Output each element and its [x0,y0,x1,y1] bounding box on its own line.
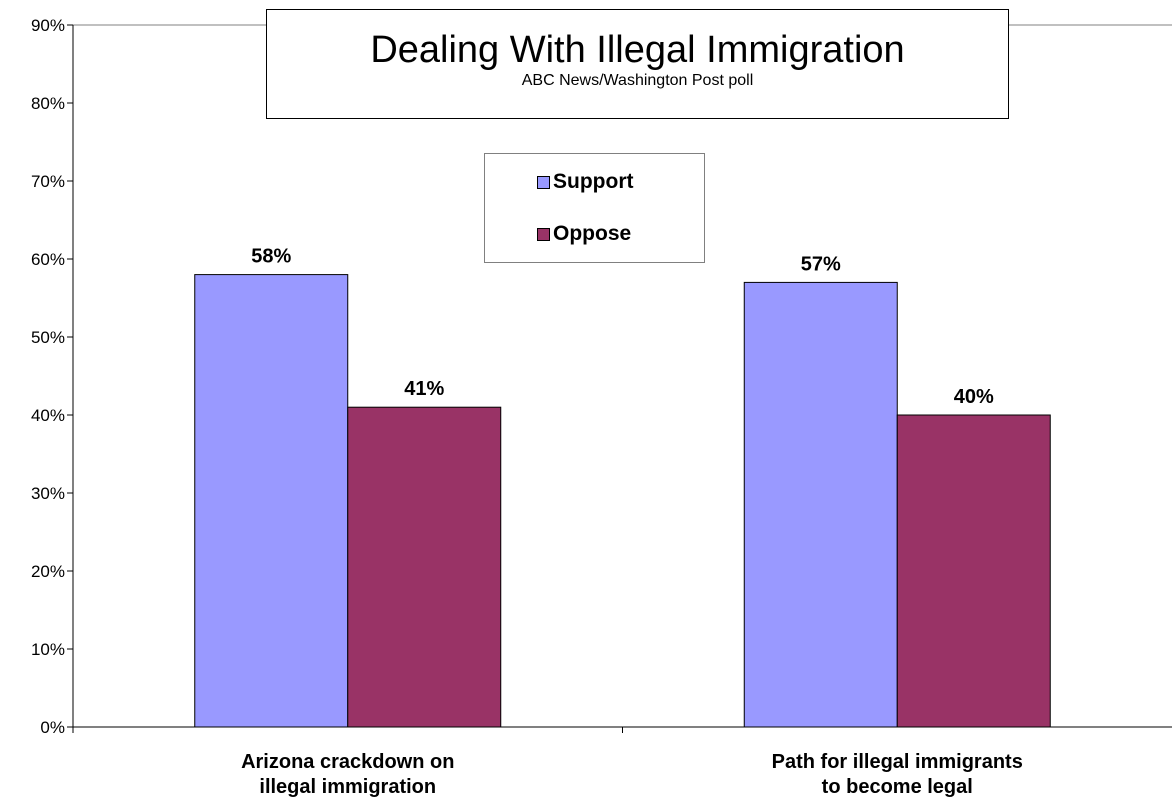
legend-swatch-oppose [537,227,550,241]
bar-oppose-1 [896,414,1051,728]
bar-support-0 [194,274,349,728]
x-category-label: Arizona crackdown on [241,751,454,773]
data-label-oppose-1: 40% [954,386,994,408]
x-category-label: illegal immigration [259,776,436,798]
y-tick-label: 60% [31,250,65,269]
y-tick-label: 90% [31,16,65,35]
data-label-support-1: 57% [801,253,841,275]
legend: Support Oppose [484,153,705,263]
bar-oppose-0 [347,406,502,728]
chart-subtitle: ABC News/Washington Post poll [521,72,754,89]
x-category-label: to become legal [822,776,973,798]
bar-support-1 [743,281,898,728]
y-tick-label: 80% [31,94,65,113]
y-tick-label: 70% [31,172,65,191]
legend-swatch-support [537,175,550,189]
legend-item-support: Support [537,170,633,194]
y-tick-label: 10% [31,640,65,659]
y-tick-label: 30% [31,484,65,503]
y-tick-label: 50% [31,328,65,347]
y-tick-label: 40% [31,406,65,425]
legend-item-oppose: Oppose [537,222,631,246]
legend-label-support: Support [553,170,634,193]
data-label-oppose-0: 41% [404,378,444,400]
chart-title: Dealing With Illegal Immigration [370,29,905,71]
x-category-label: Path for illegal immigrants [772,751,1023,773]
y-tick-label: 0% [40,718,65,737]
plot-area: 0% 10% 20% 30% 40% 50% 60% 70% 80% 90% 58% 41% Arizo… [31,16,1172,798]
chart-title-box: Dealing With Illegal Immigration ABC New… [266,9,1009,119]
data-label-support-0: 58% [251,246,291,268]
y-tick-label: 20% [31,562,65,581]
legend-label-oppose: Oppose [553,222,632,245]
